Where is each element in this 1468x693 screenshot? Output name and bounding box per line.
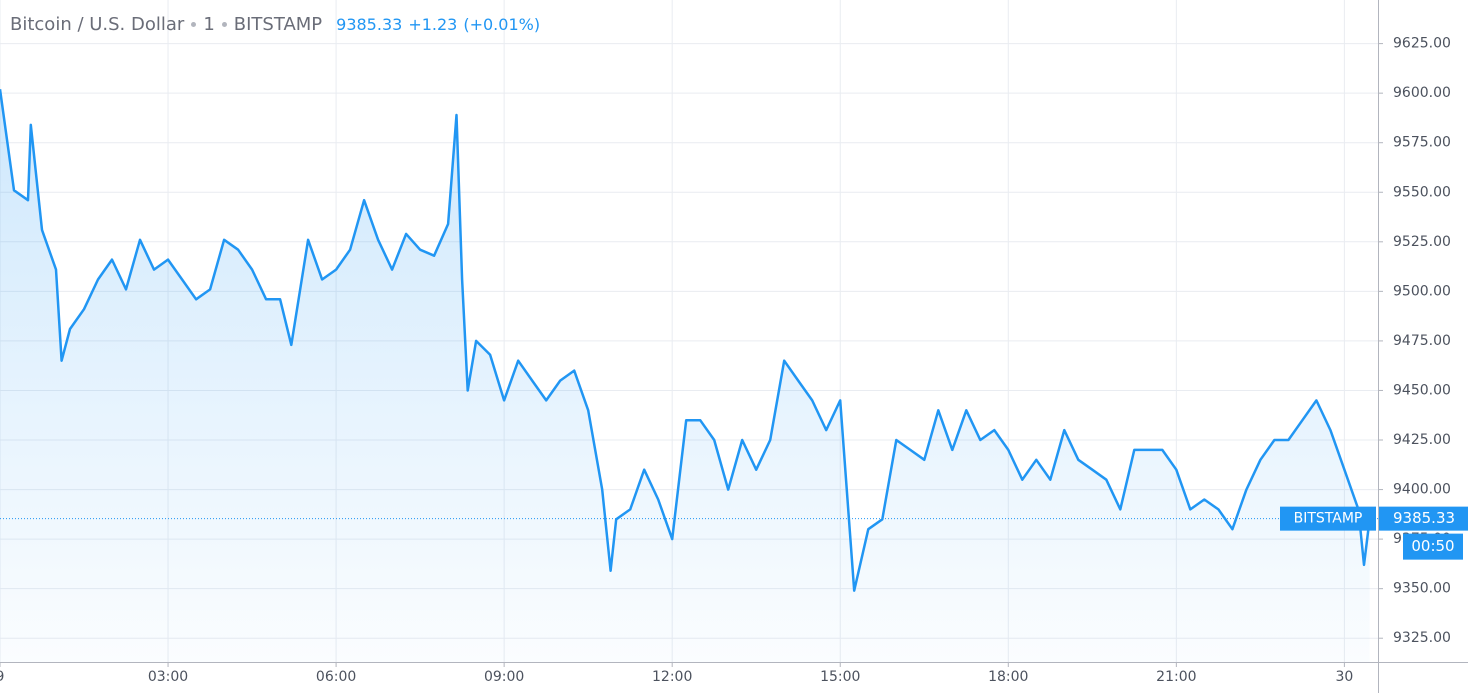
x-tick-label: 09:00 bbox=[484, 669, 524, 685]
y-tick-label: 9475.00 bbox=[1393, 333, 1451, 349]
area-fill bbox=[0, 89, 1370, 662]
x-tick-label: 03:00 bbox=[148, 669, 188, 685]
symbol-title: Bitcoin / U.S. Dollar bbox=[10, 14, 185, 35]
y-tick-label: 9575.00 bbox=[1393, 135, 1451, 151]
price-tag bbox=[1379, 506, 1468, 531]
y-tick-label: 9350.00 bbox=[1393, 581, 1451, 597]
x-tick-label: 12:00 bbox=[652, 669, 692, 685]
countdown-label: 00:50 bbox=[1411, 537, 1454, 555]
exchange: BITSTAMP bbox=[233, 14, 323, 35]
countdown-tag bbox=[1403, 533, 1463, 560]
header: Bitcoin / U.S. Dollar 1 BITSTAMP 9385.33… bbox=[10, 14, 540, 35]
x-tick-label: 21:00 bbox=[1156, 669, 1196, 685]
separator bbox=[221, 22, 227, 27]
x-tick-label: 18:00 bbox=[988, 669, 1028, 685]
exchange-tag bbox=[1280, 506, 1376, 531]
x-tick-label: 15:00 bbox=[820, 669, 860, 685]
x-tick-label: 06:00 bbox=[316, 669, 356, 685]
y-tick-label: 9400.00 bbox=[1393, 482, 1451, 498]
x-tick-label: 9 bbox=[0, 669, 4, 685]
y-tick-label: 9325.00 bbox=[1393, 630, 1451, 646]
exchange-tag-label: BITSTAMP bbox=[1294, 511, 1363, 527]
y-tick-label: 9425.00 bbox=[1393, 432, 1451, 448]
y-tick-label: 9600.00 bbox=[1393, 85, 1451, 101]
change: +1.23 bbox=[408, 15, 458, 34]
y-tick-label: 9550.00 bbox=[1393, 184, 1451, 200]
last-price: 9385.33 bbox=[336, 15, 403, 34]
y-tick-label: 9625.00 bbox=[1393, 36, 1451, 52]
change-percent: (+0.01%) bbox=[463, 15, 541, 34]
price-tag-label: 9385.33 bbox=[1393, 509, 1455, 527]
x-tick-label: 30 bbox=[1335, 669, 1353, 685]
y-tick-label: 9500.00 bbox=[1393, 283, 1451, 299]
separator bbox=[191, 22, 197, 27]
y-tick-label: 9450.00 bbox=[1393, 382, 1451, 398]
interval: 1 bbox=[203, 14, 215, 35]
y-tick-label: 9525.00 bbox=[1393, 234, 1451, 250]
price-line bbox=[0, 89, 1371, 592]
